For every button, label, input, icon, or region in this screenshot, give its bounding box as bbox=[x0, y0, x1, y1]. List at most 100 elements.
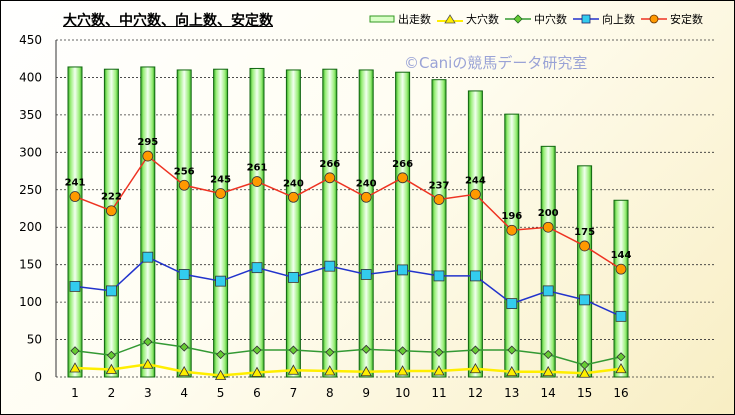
legend-item-stable: 安定数 bbox=[641, 11, 703, 27]
bar bbox=[176, 69, 192, 378]
data-label: 266 bbox=[392, 159, 413, 170]
data-point bbox=[396, 365, 409, 376]
data-point bbox=[214, 369, 227, 380]
data-point bbox=[397, 172, 409, 184]
data-point bbox=[360, 269, 372, 280]
bar bbox=[504, 113, 520, 378]
data-point bbox=[578, 367, 591, 378]
data-point bbox=[70, 346, 80, 356]
data-label: 240 bbox=[283, 178, 304, 189]
bar bbox=[322, 68, 338, 378]
x-tick-label: 13 bbox=[504, 386, 519, 400]
y-tick-label: 100 bbox=[19, 295, 42, 309]
y-tick-label: 150 bbox=[19, 258, 42, 272]
data-point bbox=[324, 365, 336, 376]
data-point bbox=[252, 345, 262, 355]
x-tick-label: 4 bbox=[180, 386, 188, 400]
data-point bbox=[397, 264, 409, 276]
data-point bbox=[287, 364, 300, 375]
data-point bbox=[580, 360, 590, 370]
data-label: 196 bbox=[501, 211, 522, 222]
legend-label-starters: 出走数 bbox=[398, 13, 431, 26]
y-tick-label: 0 bbox=[34, 370, 42, 384]
series-line bbox=[74, 256, 622, 318]
bar bbox=[249, 67, 265, 378]
data-point bbox=[216, 349, 226, 360]
y-tick-label: 200 bbox=[19, 220, 42, 234]
data-point bbox=[106, 285, 117, 297]
data-point bbox=[543, 349, 553, 360]
data-point bbox=[287, 271, 299, 283]
data-label: 222 bbox=[101, 192, 122, 203]
data-point bbox=[69, 280, 81, 292]
data-point bbox=[361, 344, 371, 354]
data-point bbox=[105, 363, 118, 374]
series-line bbox=[74, 154, 622, 270]
data-label: 261 bbox=[247, 163, 268, 174]
bar bbox=[140, 66, 156, 378]
x-tick-label: 2 bbox=[108, 386, 116, 400]
data-label: 200 bbox=[538, 208, 559, 219]
data-point bbox=[579, 240, 590, 252]
data-point bbox=[178, 365, 190, 377]
data-label: 237 bbox=[429, 181, 450, 192]
data-point bbox=[542, 285, 554, 297]
data-point bbox=[398, 346, 408, 356]
x-tick-label: 10 bbox=[395, 386, 410, 400]
data-label: 266 bbox=[319, 159, 340, 170]
data-point bbox=[142, 251, 154, 263]
x-tick-label: 11 bbox=[431, 386, 446, 400]
data-point bbox=[360, 365, 372, 377]
data-label: 295 bbox=[137, 137, 158, 148]
data-label: 241 bbox=[65, 178, 86, 189]
data-point bbox=[142, 150, 154, 162]
data-point bbox=[616, 352, 626, 362]
data-point bbox=[215, 275, 227, 287]
legend-item-starters: 出走数 bbox=[369, 11, 431, 27]
x-tick-label: 8 bbox=[326, 386, 334, 400]
bar bbox=[358, 69, 374, 378]
data-point bbox=[288, 345, 298, 355]
x-tick-label: 3 bbox=[144, 386, 152, 400]
data-point bbox=[251, 262, 263, 274]
series-line bbox=[74, 363, 622, 377]
data-point bbox=[69, 362, 81, 373]
x-tick-label: 15 bbox=[577, 386, 592, 400]
x-tick-label: 16 bbox=[613, 386, 628, 400]
y-tick-label: 350 bbox=[19, 108, 42, 122]
legend-item-longshot: 大穴数 bbox=[437, 11, 499, 27]
data-point bbox=[507, 345, 517, 355]
data-point bbox=[324, 172, 336, 184]
data-point bbox=[143, 337, 153, 347]
data-point bbox=[178, 269, 190, 280]
bar bbox=[577, 165, 593, 378]
data-label: 245 bbox=[210, 175, 231, 186]
bar bbox=[67, 66, 83, 378]
bar bbox=[395, 71, 411, 378]
data-point bbox=[69, 191, 81, 202]
data-point bbox=[615, 263, 627, 275]
data-point bbox=[469, 270, 481, 282]
legend-label-improve: 向上数 bbox=[602, 13, 635, 26]
data-point bbox=[251, 366, 263, 377]
data-point bbox=[469, 188, 481, 200]
data-point bbox=[106, 205, 117, 217]
data-point bbox=[433, 270, 445, 282]
data-point bbox=[287, 191, 299, 203]
bar bbox=[540, 145, 556, 378]
watermark: ©Caniの競馬データ研究室 bbox=[404, 52, 587, 73]
legend-label-longshot: 大穴数 bbox=[466, 13, 499, 26]
data-point bbox=[506, 298, 518, 310]
data-point bbox=[251, 176, 263, 187]
data-point bbox=[542, 221, 554, 233]
legend-label-stable: 安定数 bbox=[670, 13, 703, 26]
data-label: 144 bbox=[611, 250, 632, 261]
x-tick-label: 7 bbox=[290, 386, 298, 400]
x-tick-label: 14 bbox=[541, 386, 556, 400]
data-label: 244 bbox=[465, 175, 486, 186]
data-point bbox=[469, 362, 482, 374]
bar bbox=[103, 68, 119, 378]
x-tick-label: 6 bbox=[253, 386, 261, 400]
bar bbox=[431, 79, 447, 378]
x-tick-label: 5 bbox=[217, 386, 225, 400]
